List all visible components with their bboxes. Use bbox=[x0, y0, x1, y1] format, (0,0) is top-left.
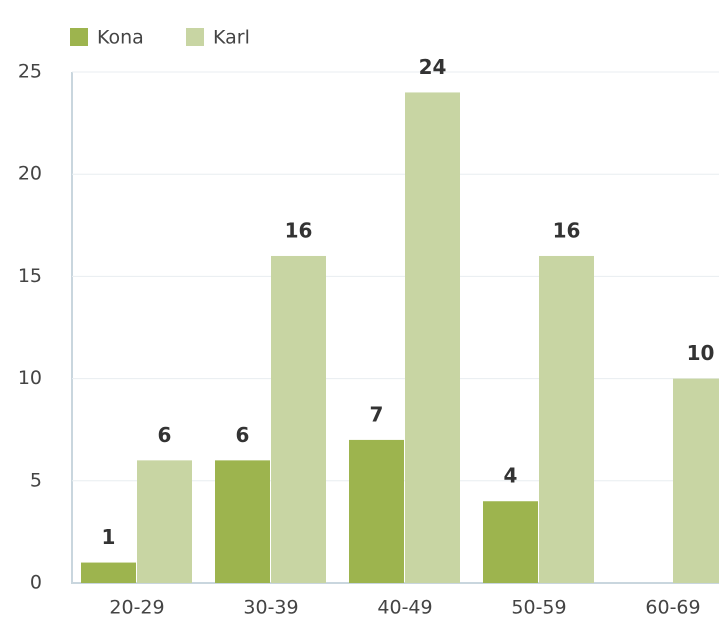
data-label: 6 bbox=[158, 423, 172, 447]
data-label: 24 bbox=[419, 55, 447, 79]
y-tick-label: 10 bbox=[18, 367, 42, 389]
data-label: 16 bbox=[285, 218, 313, 242]
data-label: 6 bbox=[236, 423, 250, 447]
x-tick-label: 60-69 bbox=[645, 597, 700, 619]
bar bbox=[405, 92, 460, 583]
data-label: 16 bbox=[553, 218, 581, 242]
legend-label: Karl bbox=[213, 27, 250, 49]
data-label: 1 bbox=[102, 525, 116, 549]
x-tick-label: 20-29 bbox=[109, 597, 164, 619]
data-label: 7 bbox=[370, 402, 384, 426]
bar bbox=[539, 255, 594, 583]
x-tick-label: 30-39 bbox=[243, 597, 298, 619]
legend-swatch bbox=[186, 28, 204, 46]
bar bbox=[349, 439, 404, 583]
legend-label: Kona bbox=[97, 27, 144, 49]
bar bbox=[215, 460, 270, 583]
x-tick-label: 40-49 bbox=[377, 597, 432, 619]
bar bbox=[483, 501, 538, 583]
bar bbox=[271, 255, 326, 583]
bar bbox=[137, 460, 192, 583]
data-label: 10 bbox=[687, 341, 715, 365]
y-tick-label: 15 bbox=[18, 265, 42, 287]
legend-swatch bbox=[70, 28, 88, 46]
bar bbox=[673, 378, 719, 583]
y-tick-label: 5 bbox=[30, 469, 42, 491]
y-tick-label: 20 bbox=[18, 163, 42, 185]
y-tick-label: 25 bbox=[18, 61, 42, 83]
data-label: 4 bbox=[504, 464, 518, 488]
y-tick-label: 0 bbox=[30, 572, 42, 594]
x-tick-label: 50-59 bbox=[511, 597, 566, 619]
bar bbox=[81, 562, 136, 583]
